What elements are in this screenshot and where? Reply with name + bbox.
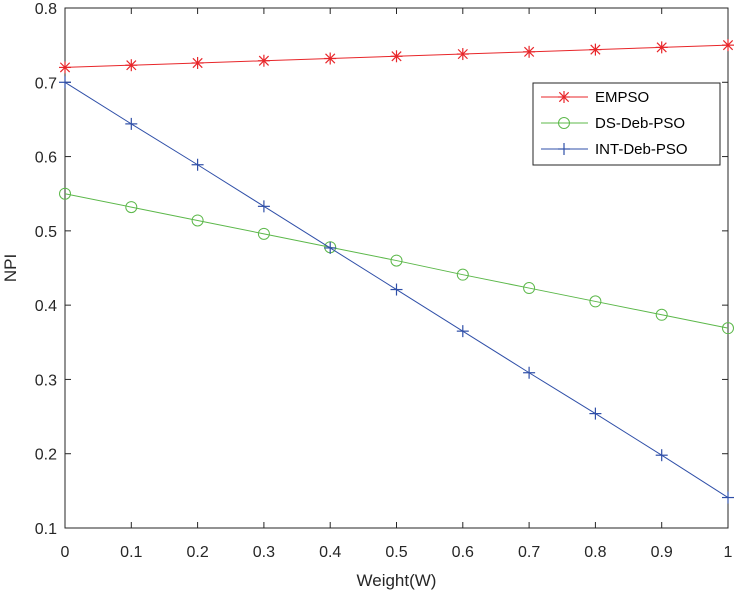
data-point: [655, 308, 668, 321]
data-point: [523, 366, 536, 379]
data-point: [655, 449, 668, 462]
data-point: [191, 56, 204, 69]
x-axis-ticks: 0 0.1 0.2 0.3 0.4 0.5 0.6 0.7 0.8 0.9 1: [61, 8, 733, 561]
series-line: [64, 193, 729, 329]
y-tick-label: 0.8: [35, 1, 57, 18]
data-point: [456, 268, 469, 281]
data-point: [125, 201, 138, 214]
data-point: [257, 227, 270, 240]
legend-marker: [558, 117, 570, 129]
legend-item: INT-Deb-PSO: [541, 141, 688, 158]
data-point: [59, 76, 71, 89]
x-tick-label: 0.9: [651, 544, 673, 561]
data-point: [589, 43, 602, 56]
data-point: [655, 41, 668, 54]
x-axis-title: Weight(W): [357, 571, 437, 590]
data-point: [722, 491, 734, 504]
data-point: [523, 45, 536, 58]
x-tick-label: 0.7: [518, 544, 540, 561]
x-tick-label: 0.8: [584, 544, 606, 561]
data-point: [324, 52, 337, 65]
data-point: [456, 325, 469, 338]
y-tick-label: 0.2: [35, 447, 57, 464]
y-tick-label: 0.5: [35, 224, 57, 241]
data-point: [722, 322, 734, 335]
legend-label: EMPSO: [595, 89, 649, 106]
legend-label: DS-Deb-PSO: [595, 115, 685, 132]
x-tick-label: 0.2: [186, 544, 208, 561]
x-tick-label: 1: [724, 544, 733, 561]
y-tick-label: 0.3: [35, 372, 57, 389]
legend-marker: [558, 91, 570, 103]
x-tick-label: 0.3: [253, 544, 275, 561]
legend-item: EMPSO: [541, 89, 649, 106]
y-axis-ticks: 0.1 0.2 0.3 0.4 0.5 0.6 0.7 0.8: [35, 1, 728, 538]
y-axis-title: NPI: [1, 254, 20, 282]
data-point: [456, 48, 469, 61]
x-tick-label: 0.5: [385, 544, 407, 561]
data-point: [589, 407, 602, 420]
data-point: [59, 187, 71, 200]
series-empso: [59, 39, 734, 74]
data-point: [191, 214, 204, 227]
series-int-deb-pso: [59, 76, 734, 504]
y-tick-label: 0.4: [35, 298, 57, 315]
data-point: [390, 254, 403, 267]
data-point: [257, 200, 270, 213]
data-point: [125, 59, 138, 72]
x-tick-label: 0.6: [452, 544, 474, 561]
y-tick-label: 0.7: [35, 75, 57, 92]
axes: 0 0.1 0.2 0.3 0.4 0.5 0.6 0.7 0.8 0.9 1 0.10.20.30…: [35, 1, 733, 561]
data-point: [390, 283, 403, 296]
x-tick-label: 0.4: [319, 544, 341, 561]
y-tick-label: 0.1: [35, 521, 57, 538]
legend-marker: [558, 143, 570, 155]
data-point: [257, 54, 270, 67]
y-tick-label: 0.6: [35, 150, 57, 167]
legend: EMPSO DS-Deb-PSO INT-Deb-PSO: [532, 82, 721, 166]
data-point: [324, 241, 337, 254]
data-point: [722, 39, 734, 52]
data-point: [191, 158, 204, 171]
legend-item: DS-Deb-PSO: [541, 115, 685, 132]
x-tick-label: 0.1: [120, 544, 142, 561]
data-point: [125, 117, 138, 130]
series-layer: [59, 39, 734, 504]
legend-label: INT-Deb-PSO: [595, 141, 688, 158]
series-ds-deb-pso: [59, 187, 734, 335]
data-point: [523, 282, 536, 295]
x-tick-label: 0: [61, 544, 70, 561]
data-point: [59, 61, 71, 74]
data-point: [390, 50, 403, 63]
data-point: [589, 295, 602, 308]
